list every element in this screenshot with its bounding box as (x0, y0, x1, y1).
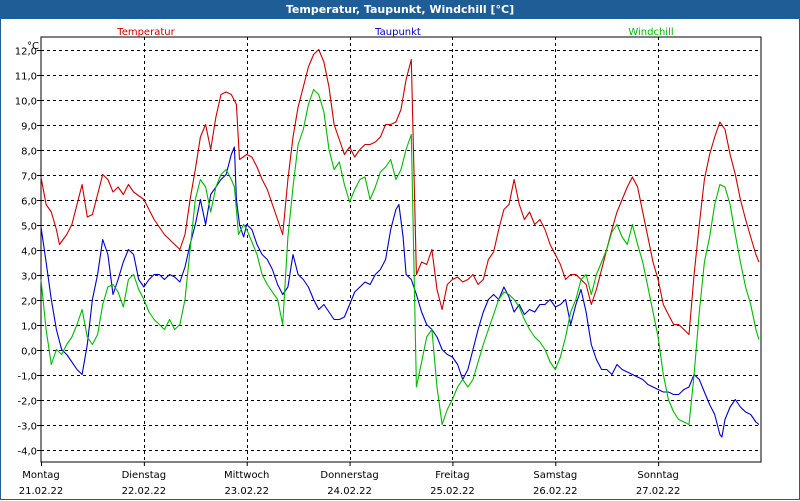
y-tick-label: 7,0 (21, 172, 37, 183)
x-day-label: Donnerstag (320, 470, 378, 481)
series-line-temperatur (40, 48, 760, 336)
y-axis-label: °C (27, 41, 39, 52)
x-day-label: Freitag (435, 470, 469, 481)
legend-windchill: Windchill (628, 27, 673, 38)
x-date-label: 25.02.22 (430, 486, 475, 497)
series-line-windchill (40, 88, 760, 426)
x-day-label: Dienstag (122, 470, 167, 481)
y-tick-label: 1,0 (21, 322, 37, 333)
chart-title: Temperatur, Taupunkt, Windchill [°C] (1, 1, 799, 19)
y-tick-label: 3,0 (21, 272, 37, 283)
y-tick-label: -2,0 (17, 397, 37, 408)
y-tick-label: 0,0 (21, 347, 37, 358)
x-day-label: Sonntag (637, 470, 679, 481)
y-tick-label: 6,0 (21, 197, 37, 208)
series-line-taupunkt (40, 146, 760, 438)
x-date-label: 24.02.22 (327, 486, 372, 497)
y-tick-label: 11,0 (15, 72, 37, 83)
y-tick-label: 2,0 (21, 297, 37, 308)
x-day-label: Montag (22, 470, 59, 481)
x-day-label: Mittwoch (224, 470, 269, 481)
y-tick-label: 10,0 (15, 97, 37, 108)
y-tick-label: 8,0 (21, 147, 37, 158)
x-date-label: 22.02.22 (122, 486, 167, 497)
x-date-label: 26.02.22 (533, 486, 578, 497)
x-date-label: 23.02.22 (224, 486, 269, 497)
x-date-label: 27.02.22 (636, 486, 681, 497)
y-tick-label: 4,0 (21, 247, 37, 258)
y-tick-label: -4,0 (17, 447, 37, 458)
x-day-label: Samstag (533, 470, 577, 481)
y-tick-label: 5,0 (21, 222, 37, 233)
legend-temperatur: Temperatur (116, 27, 175, 38)
y-tick-label: 9,0 (21, 122, 37, 133)
y-tick-label: -3,0 (17, 422, 37, 433)
y-tick-label: 12,0 (15, 47, 37, 58)
x-date-label: 21.02.22 (19, 486, 64, 497)
y-tick-label: -1,0 (17, 372, 37, 383)
legend-taupunkt: Taupunkt (374, 27, 421, 38)
